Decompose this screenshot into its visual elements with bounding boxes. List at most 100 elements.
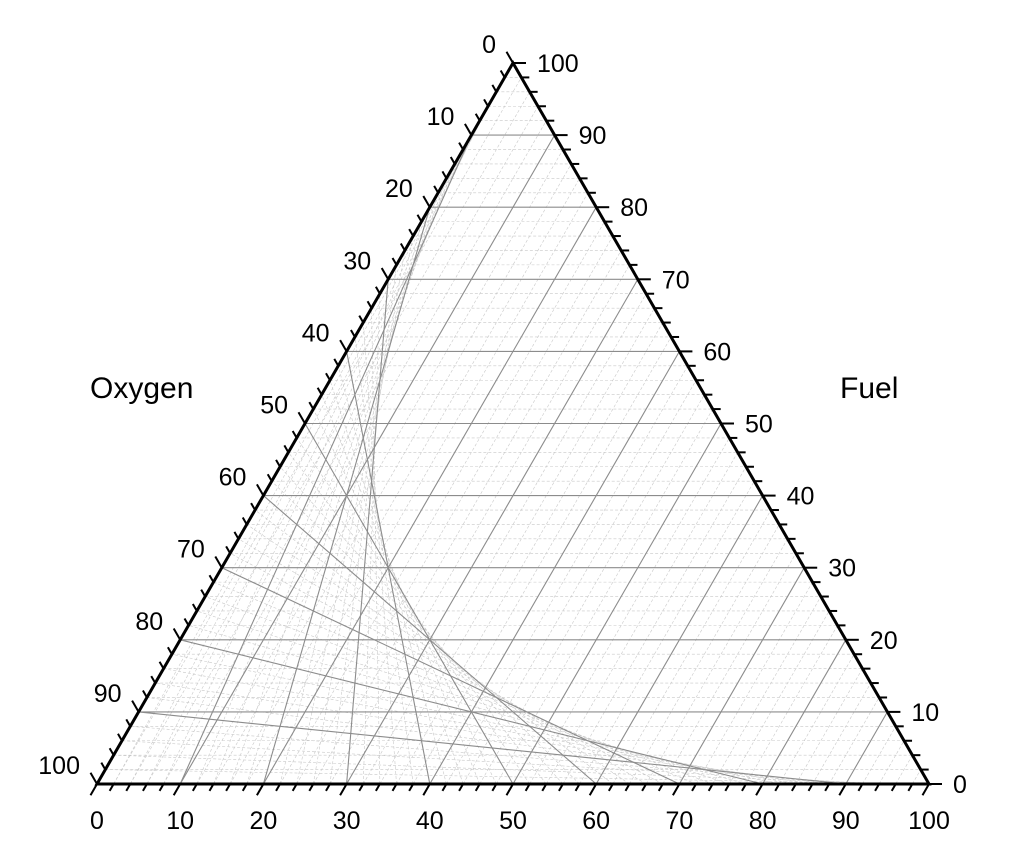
bottom-axis-tick [774, 783, 781, 792]
left-axis-tick-label: 30 [343, 247, 371, 275]
left-axis-tick-label: 10 [427, 103, 455, 131]
minor-grid-line-ascending [279, 221, 422, 785]
bottom-axis-tick [921, 783, 930, 796]
left-axis-tick [464, 123, 473, 136]
bottom-axis-tick [225, 783, 231, 792]
bottom-axis-tick [838, 783, 847, 796]
left-axis-tick [380, 267, 390, 280]
minor-grid-line-ascending [188, 625, 747, 785]
left-axis-tick-label: 80 [135, 608, 163, 636]
bottom-axis-tick [108, 783, 115, 792]
minor-grid-line-ascending [146, 106, 489, 785]
minor-grid-line-descending [396, 322, 664, 785]
bottom-axis-tick [857, 783, 864, 792]
bottom-axis-tick [391, 783, 398, 792]
bottom-axis-tick [291, 783, 298, 792]
bottom-axis-tick [375, 783, 381, 792]
bottom-axis-tick [275, 783, 281, 792]
major-grid-line-descending [346, 279, 639, 785]
left-axis-tick [233, 531, 240, 540]
minor-grid-line-descending [645, 538, 788, 785]
minor-grid-line-descending [745, 625, 838, 785]
bottom-axis-tick [474, 783, 481, 792]
bottom-axis-tick [458, 783, 464, 792]
left-axis-tick [266, 473, 273, 482]
minor-grid-line-descending [496, 408, 713, 785]
minor-grid-line-descending [712, 596, 822, 785]
bottom-axis-tick [624, 783, 631, 792]
right-axis-tick-label: 20 [870, 627, 898, 655]
minor-grid-line-descending [912, 769, 921, 785]
right-axis-tick-label: 100 [537, 50, 579, 78]
bottom-axis-tick [807, 783, 814, 792]
minor-grid-line-descending [579, 481, 755, 785]
left-axis-tick-label: 20 [385, 175, 413, 203]
bottom-axis-tick [191, 783, 198, 792]
left-axis-tick [399, 243, 406, 251]
left-axis-tick-label: 100 [38, 752, 80, 780]
bottom-axis-tick [241, 783, 248, 792]
minor-grid-line-descending [695, 581, 813, 785]
bottom-axis-tick [588, 783, 598, 796]
left-axis-tick [391, 257, 398, 266]
bottom-axis-tick [339, 783, 348, 796]
minor-grid-line-descending [313, 250, 622, 785]
left-axis-tick [474, 113, 481, 122]
left-axis-tick [505, 51, 514, 64]
left-axis-tick [449, 156, 456, 165]
tick-labels: 0 0 0 10 10 10 20 20 20 30 30 30 40 40 40 50 50 50 60 60 60 7… [38, 31, 967, 835]
minor-grid-line-descending [196, 149, 564, 785]
minor-grid-line-descending [130, 91, 530, 785]
minor-grid-line-descending [878, 740, 905, 785]
left-axis-tick [366, 300, 373, 309]
right-axis-title: Fuel [840, 372, 898, 405]
bottom-axis-tick [641, 783, 647, 792]
bottom-axis-tick [208, 783, 215, 792]
bottom-axis-tick-label: 90 [832, 807, 860, 835]
left-axis-tick-label: 70 [177, 536, 205, 564]
bottom-axis-tick [755, 783, 764, 796]
bottom-axis-tick [657, 783, 664, 792]
left-axis-tick-label: 40 [302, 319, 330, 347]
minor-grid-line-descending [479, 394, 705, 785]
left-axis-tick [125, 718, 132, 727]
bottom-axis-tick [422, 783, 431, 796]
left-axis-tick [172, 628, 182, 641]
bottom-axis-tick [824, 783, 831, 792]
left-axis-tick [441, 170, 448, 179]
left-axis-tick [250, 502, 256, 511]
bottom-axis-tick-label: 0 [90, 807, 104, 835]
left-axis-tick [256, 483, 265, 497]
bottom-axis-tick-label: 30 [333, 807, 361, 835]
bottom-axis-tick [907, 783, 914, 792]
minor-grid-line-ascending [313, 408, 497, 785]
left-axis-tick [339, 339, 348, 352]
minor-grid-line-ascending [113, 77, 505, 785]
bottom-axis-tick [142, 783, 148, 792]
major-grid-line-descending [845, 711, 888, 785]
minor-grid-line-descending [412, 336, 672, 785]
bottom-axis-tick-label: 80 [749, 807, 777, 835]
minor-grid-line-descending [812, 682, 872, 785]
right-axis-tick-label: 80 [620, 194, 648, 222]
right-axis-tick-label: 70 [662, 266, 690, 294]
bottom-axis-tick [441, 783, 448, 792]
bottom-axis-tick [325, 783, 331, 792]
major-grid-line-ascending [138, 711, 846, 785]
bottom-axis-tick [791, 783, 797, 792]
bottom-axis-tick [125, 783, 132, 792]
minor-grid-line-descending [446, 365, 688, 785]
left-axis-tick [483, 98, 489, 107]
minor-grid-line-descending [895, 755, 913, 785]
bottom-axis-tick [574, 783, 581, 792]
left-axis-tick [375, 286, 381, 295]
right-axis-tick-label: 50 [745, 411, 773, 439]
left-axis-tick [491, 84, 498, 93]
bottom-axis-tick [707, 783, 714, 792]
minor-grid-line-ascending [121, 740, 880, 785]
minor-grid-line-ascending [105, 769, 913, 785]
major-grid [138, 134, 888, 785]
left-axis-tick [214, 555, 223, 569]
left-axis-tick [100, 762, 107, 771]
